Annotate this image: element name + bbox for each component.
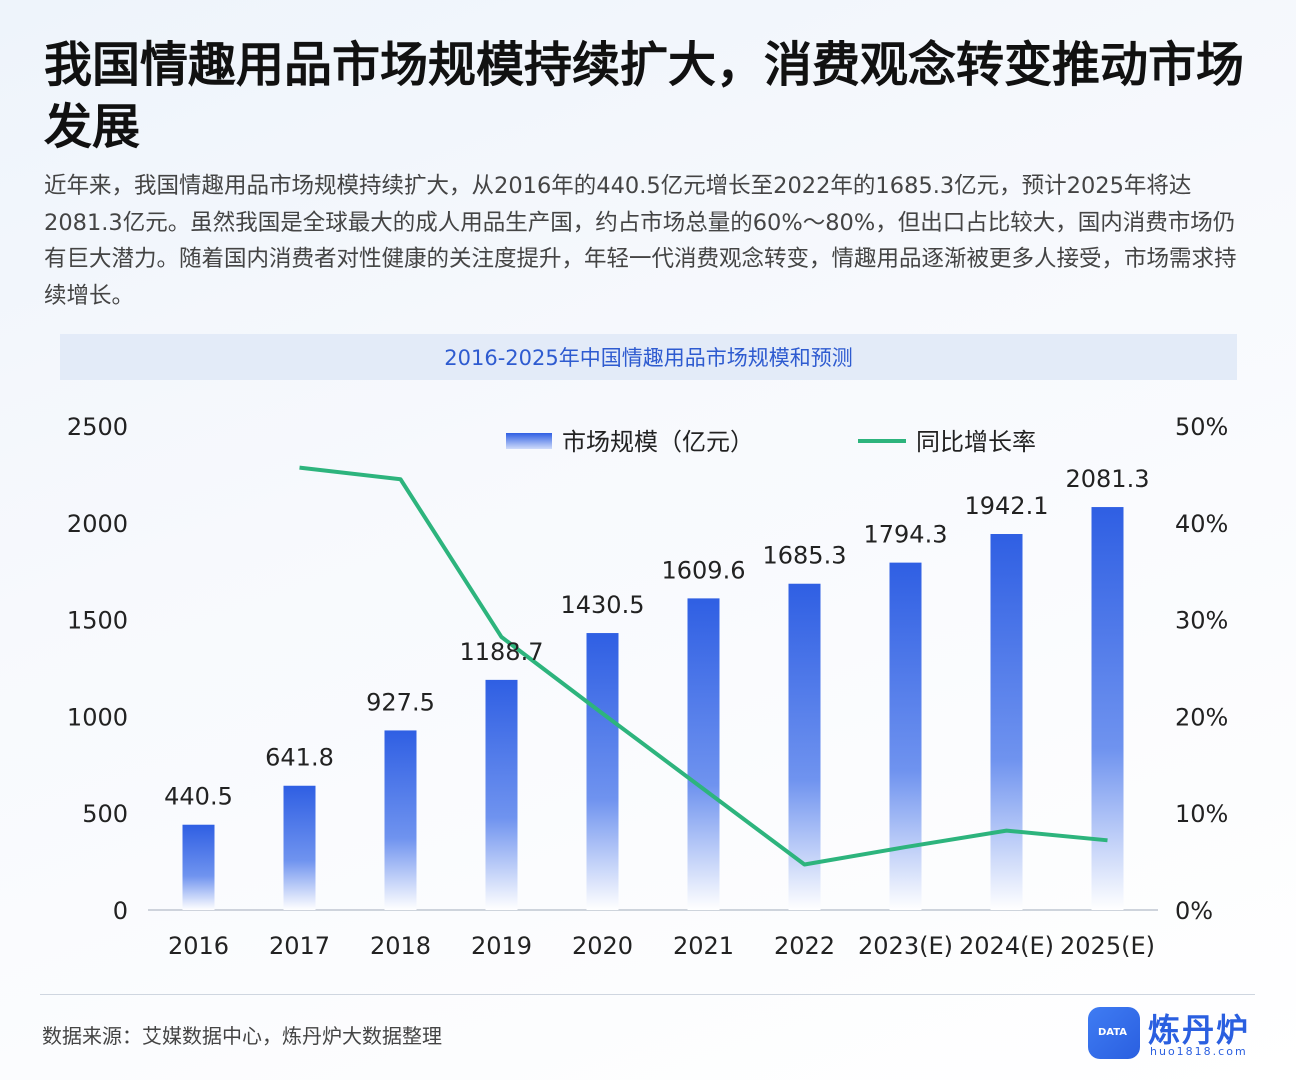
logo-name: 炼丹炉: [1148, 1011, 1251, 1049]
x-tick-label: 2018: [370, 932, 431, 960]
y-left-tick-label: 1000: [67, 703, 128, 731]
legend-line-label: 同比增长率: [916, 428, 1036, 456]
logo-badge-text: DATA: [1098, 1027, 1128, 1038]
bar-value-label: 1430.5: [561, 591, 645, 619]
bar-value-label: 1942.1: [965, 492, 1049, 520]
bar-value-label: 1609.6: [662, 556, 746, 584]
y-left-tick-label: 2500: [67, 413, 128, 441]
bar-value-label: 1188.7: [460, 638, 544, 666]
page-title: 我国情趣用品市场规模持续扩大，消费观念转变推动市场发展: [44, 37, 1245, 155]
chart-title: 2016-2025年中国情趣用品市场规模和预测: [444, 346, 853, 370]
bar: [182, 824, 215, 910]
bar-value-label: 641.8: [265, 744, 334, 772]
source-note: 数据来源：艾媒数据中心，炼丹炉大数据整理: [42, 1024, 442, 1048]
y-left-tick-label: 1500: [67, 607, 128, 635]
axes: 0 500 1000 1500 2000 2500 0% 10% 20% 30% 40% 50% 201…: [67, 413, 1228, 960]
x-tick-label: 2025(E): [1060, 932, 1155, 960]
y-right-tick-label: 30%: [1175, 607, 1228, 635]
bar-value-label: 1685.3: [763, 542, 847, 570]
brand-logo: DATA 炼丹炉 huo1818.com: [1088, 1005, 1268, 1061]
bars: [182, 507, 1124, 910]
y-right-tick-label: 10%: [1175, 800, 1228, 828]
y-right-tick-label: 20%: [1175, 703, 1228, 731]
growth-rate-line: [299, 465, 1108, 867]
x-tick-label: 2019: [471, 932, 532, 960]
y-right-tick-label: 40%: [1175, 510, 1228, 538]
legend-bar-label: 市场规模（亿元）: [562, 428, 754, 456]
bar: [384, 730, 417, 910]
bar: [586, 633, 619, 910]
y-left-tick-label: 500: [82, 800, 128, 828]
bar-value-label: 440.5: [164, 783, 233, 811]
chart-title-bar: 2016-2025年中国情趣用品市场规模和预测: [60, 334, 1237, 380]
x-tick-label: 2020: [572, 932, 633, 960]
labels: 440.5 641.8 927.5 1188.7 1430.5 1609.6 1685.3 1…: [164, 465, 1149, 811]
description-paragraph: 近年来，我国情趣用品市场规模持续扩大，从2016年的440.5亿元增长至2022…: [44, 173, 1237, 309]
y-right-tick-label: 50%: [1175, 413, 1228, 441]
x-tick-label: 2021: [673, 932, 734, 960]
bar: [485, 679, 518, 910]
footer-divider: [40, 994, 1255, 995]
bar: [1091, 507, 1124, 910]
bar-value-label: 1794.3: [864, 521, 948, 549]
x-tick-label: 2022: [774, 932, 835, 960]
x-tick-label: 2023(E): [858, 932, 953, 960]
legend-bar-swatch: [506, 433, 552, 449]
bar: [889, 562, 922, 910]
bar: [990, 534, 1023, 910]
y-left-tick-label: 0: [113, 897, 128, 925]
bar: [283, 785, 316, 910]
logo-url: huo1818.com: [1150, 1045, 1248, 1058]
y-right-tick-label: 0%: [1175, 897, 1213, 925]
logo-badge-icon: DATA: [1088, 1007, 1140, 1059]
bar-value-label: 2081.3: [1066, 465, 1150, 493]
y-left-tick-label: 2000: [67, 510, 128, 538]
x-tick-label: 2024(E): [959, 932, 1054, 960]
x-tick-label: 2017: [269, 932, 330, 960]
x-tick-label: 2016: [168, 932, 229, 960]
bar: [687, 598, 720, 910]
growth-line-layer: [299, 465, 1108, 867]
legend: 市场规模（亿元） 同比增长率: [506, 428, 1036, 456]
bar-value-label: 927.5: [366, 688, 435, 716]
